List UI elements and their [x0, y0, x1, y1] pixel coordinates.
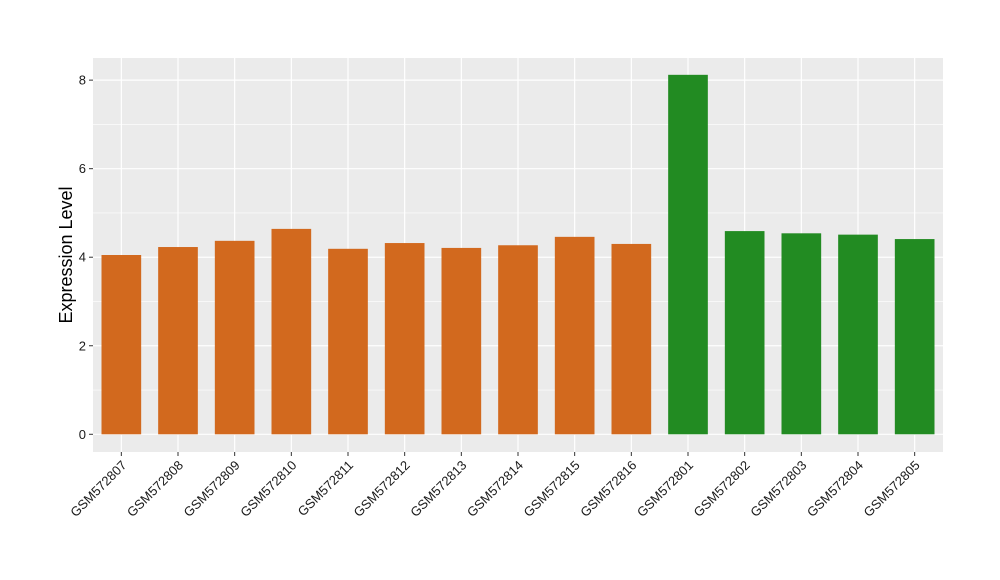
bar-GSM572801 — [668, 74, 708, 435]
x-tick-label: GSM572808 — [124, 458, 186, 520]
y-axis-title: Expression Level — [56, 186, 76, 323]
bar-GSM572811 — [328, 248, 368, 435]
x-tick-label: GSM572802 — [691, 458, 753, 520]
y-tick-label: 6 — [79, 161, 86, 176]
bar-GSM572804 — [838, 234, 878, 435]
bar-GSM572808 — [158, 247, 198, 435]
x-tick-label: GSM572805 — [861, 458, 923, 520]
x-tick-label: GSM572804 — [804, 458, 866, 520]
x-tick-label: GSM572807 — [67, 458, 129, 520]
bar-GSM572809 — [214, 240, 255, 435]
y-tick-label: 8 — [79, 73, 86, 88]
x-tick-label: GSM572812 — [351, 458, 413, 520]
y-tick-label: 0 — [79, 427, 86, 442]
x-tick-label: GSM572809 — [181, 458, 243, 520]
bar-GSM572814 — [498, 245, 538, 435]
x-tick-label: GSM572801 — [634, 458, 696, 520]
bar-GSM572813 — [441, 247, 482, 435]
bar-GSM572812 — [384, 243, 425, 435]
x-tick-label: GSM572803 — [747, 458, 809, 520]
bar-GSM572810 — [271, 228, 312, 435]
bar-GSM572803 — [781, 233, 822, 435]
bar-GSM572802 — [724, 231, 765, 435]
x-tick-label: GSM572816 — [577, 458, 639, 520]
x-axis: GSM572807GSM572808GSM572809GSM572810GSM5… — [67, 452, 923, 520]
x-tick-label: GSM572811 — [295, 458, 357, 520]
bar-GSM572816 — [611, 243, 652, 435]
x-tick-label: GSM572813 — [407, 458, 469, 520]
x-tick-label: GSM572815 — [521, 458, 583, 520]
bars — [101, 74, 935, 435]
x-tick-label: GSM572810 — [237, 458, 299, 520]
y-axis: 0 2 4 6 8 — [79, 73, 93, 442]
bar-GSM572807 — [101, 255, 142, 435]
y-tick-label: 2 — [79, 338, 86, 353]
bar-GSM572805 — [894, 239, 935, 435]
x-tick-label: GSM572814 — [464, 458, 526, 520]
y-tick-label: 4 — [79, 250, 86, 265]
bar-GSM572815 — [554, 236, 595, 435]
